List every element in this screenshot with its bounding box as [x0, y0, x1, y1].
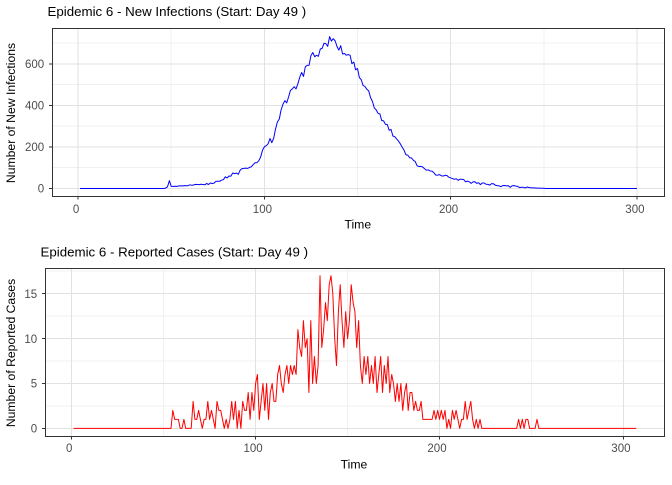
svg-text:0: 0	[38, 184, 44, 196]
svg-text:10: 10	[24, 334, 37, 346]
svg-text:Time: Time	[344, 218, 371, 232]
svg-text:200: 200	[439, 204, 458, 216]
svg-text:15: 15	[24, 289, 37, 301]
svg-text:5: 5	[31, 379, 37, 391]
svg-text:300: 300	[611, 443, 630, 455]
svg-text:300: 300	[625, 204, 644, 216]
svg-text:200: 200	[25, 142, 44, 154]
svg-text:0: 0	[66, 443, 72, 455]
svg-text:0: 0	[31, 424, 37, 436]
svg-text:Time: Time	[341, 457, 368, 471]
svg-text:400: 400	[25, 101, 44, 113]
svg-text:Epidemic 6 - New Infections (S: Epidemic 6 - New Infections (Start: Day …	[48, 4, 307, 19]
svg-text:100: 100	[253, 204, 272, 216]
svg-text:Epidemic 6 - Reported Cases (S: Epidemic 6 - Reported Cases (Start: Day …	[41, 244, 309, 259]
svg-text:100: 100	[244, 443, 263, 455]
svg-text:200: 200	[427, 443, 446, 455]
svg-text:Number of New Infections: Number of New Infections	[4, 43, 18, 183]
svg-text:Number of Reported Cases: Number of Reported Cases	[4, 279, 18, 427]
svg-text:0: 0	[73, 204, 79, 216]
svg-text:600: 600	[25, 59, 44, 71]
